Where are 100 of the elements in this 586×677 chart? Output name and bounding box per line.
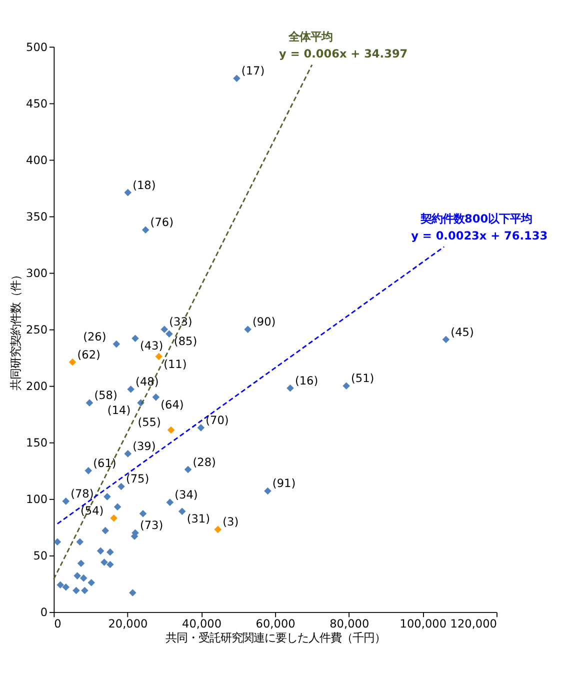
point <box>166 498 174 506</box>
y-tick-label: 400 <box>26 154 48 168</box>
y-tick-label: 0 <box>40 606 48 620</box>
point <box>178 508 186 516</box>
point <box>142 226 150 234</box>
point <box>74 572 81 580</box>
y-tick-label: 450 <box>26 97 48 110</box>
annotation: (91) <box>272 477 296 490</box>
annotation: (85) <box>174 335 198 348</box>
point <box>77 560 85 568</box>
y-tick-label: 50 <box>33 550 48 563</box>
x-tick-label: 20,000 <box>108 618 148 631</box>
point <box>167 426 175 434</box>
point <box>106 560 114 568</box>
point <box>62 498 70 505</box>
point <box>160 326 168 333</box>
annotation: (14) <box>107 404 131 418</box>
x-tick-label: 40,000 <box>182 618 222 631</box>
point <box>129 589 136 596</box>
point <box>106 548 114 556</box>
annotation: (33) <box>169 316 192 329</box>
point <box>100 558 108 566</box>
annotation: (90) <box>252 316 276 329</box>
y-tick-label: 100 <box>26 493 48 506</box>
point <box>197 424 205 432</box>
point <box>155 352 163 360</box>
annotation: (48) <box>136 376 159 388</box>
point <box>342 382 350 390</box>
point <box>442 336 450 344</box>
annotation: y = 0.0023x + 76.133 <box>411 229 548 242</box>
annotation: (26) <box>83 330 106 344</box>
annotation: (51) <box>351 372 374 386</box>
annotation: (54) <box>80 504 104 518</box>
text: 全体平均 <box>287 30 332 44</box>
point <box>81 586 88 594</box>
annotation: (75) <box>126 472 150 486</box>
annotation: (3) <box>222 516 239 529</box>
point <box>244 326 252 333</box>
annotation: (55) <box>138 416 161 430</box>
point <box>166 330 173 338</box>
annotation: (58) <box>94 389 118 402</box>
x-axis-title: 共同・受託研究関連に要した人件費（千円） <box>166 632 386 645</box>
y-tick-label: 500 <box>26 40 48 54</box>
y-tick-label: 300 <box>26 267 48 280</box>
annotation: (34) <box>174 488 198 502</box>
point <box>127 386 134 393</box>
annotation: (61) <box>93 456 116 470</box>
x-tick-label: 100,000 <box>400 618 447 631</box>
annotation: (16) <box>294 374 318 388</box>
annotation: (73) <box>140 519 164 532</box>
annotation: (70) <box>206 414 229 427</box>
y-tick-label: 150 <box>26 436 48 450</box>
annotation: (78) <box>70 487 94 500</box>
annotation: (18) <box>132 178 156 192</box>
annotation: (39) <box>132 440 156 453</box>
x-tick-label: 60,000 <box>256 618 296 631</box>
point <box>286 384 294 392</box>
point <box>56 581 64 588</box>
y-tick-label: 250 <box>26 324 48 337</box>
point <box>110 514 118 522</box>
point <box>68 358 76 366</box>
point <box>124 188 132 196</box>
point <box>184 466 192 474</box>
point <box>54 538 62 546</box>
point <box>88 578 95 586</box>
point <box>62 583 70 591</box>
x-tick-label: 120,000 <box>450 618 497 631</box>
point <box>80 574 88 582</box>
point <box>214 526 222 534</box>
x-tick-label: 0 <box>54 618 62 631</box>
annotation: (11) <box>164 358 187 371</box>
point <box>233 74 240 82</box>
point <box>132 334 139 342</box>
point <box>96 547 104 555</box>
point <box>124 450 132 458</box>
point <box>139 510 147 518</box>
y-axis-title: 共同研究契約件数（件） <box>9 269 22 390</box>
annotation: (64) <box>160 398 184 412</box>
point <box>264 487 272 495</box>
annotation: (31) <box>186 512 210 526</box>
y-tick-label: 200 <box>26 380 48 394</box>
annotation: (76) <box>150 216 174 230</box>
point <box>84 467 92 474</box>
x-tick-label: 80,000 <box>330 618 370 631</box>
point <box>76 538 84 546</box>
y-tick-label: 350 <box>26 210 48 224</box>
point <box>72 586 80 594</box>
point <box>86 399 94 406</box>
annotation: (45) <box>450 326 474 339</box>
text: 契約件数800以下平均 <box>420 212 532 226</box>
point <box>114 503 122 510</box>
annotation: (62) <box>77 348 100 362</box>
annotation: (43) <box>140 340 164 353</box>
annotation: y = 0.006x + 34.397 <box>279 47 408 60</box>
annotation: (28) <box>192 456 216 469</box>
point <box>152 394 160 401</box>
point <box>112 340 120 348</box>
point <box>118 482 125 490</box>
annotation: (17) <box>241 64 265 78</box>
point <box>102 526 110 534</box>
